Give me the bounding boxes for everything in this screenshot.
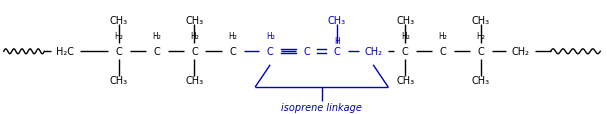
Text: H₂: H₂ bbox=[476, 32, 486, 41]
Text: H₂: H₂ bbox=[266, 32, 274, 41]
Text: H₂: H₂ bbox=[401, 32, 410, 41]
Text: isoprene linkage: isoprene linkage bbox=[281, 102, 362, 112]
Text: CH₂: CH₂ bbox=[511, 47, 529, 57]
Text: H₂: H₂ bbox=[114, 32, 123, 41]
Text: C: C bbox=[267, 47, 274, 57]
Text: H₂: H₂ bbox=[228, 32, 237, 41]
Text: C: C bbox=[439, 47, 446, 57]
Text: C: C bbox=[303, 47, 310, 57]
Text: CH₃: CH₃ bbox=[472, 16, 490, 26]
Text: CH₃: CH₃ bbox=[185, 76, 203, 86]
Text: CH₃: CH₃ bbox=[328, 16, 346, 26]
Text: C: C bbox=[333, 47, 340, 57]
Text: C: C bbox=[154, 47, 160, 57]
Text: CH₃: CH₃ bbox=[396, 76, 415, 86]
Text: C: C bbox=[478, 47, 484, 57]
Text: H: H bbox=[334, 36, 340, 45]
Text: C: C bbox=[191, 47, 198, 57]
Text: C: C bbox=[115, 47, 122, 57]
Text: CH₂: CH₂ bbox=[364, 47, 382, 57]
Text: CH₃: CH₃ bbox=[110, 76, 128, 86]
Text: C: C bbox=[402, 47, 409, 57]
Text: H₂: H₂ bbox=[438, 32, 447, 41]
Text: CH₃: CH₃ bbox=[396, 16, 415, 26]
Text: H₂C: H₂C bbox=[56, 47, 75, 57]
Text: CH₃: CH₃ bbox=[110, 16, 128, 26]
Text: CH₃: CH₃ bbox=[185, 16, 203, 26]
Text: H₂: H₂ bbox=[152, 32, 161, 41]
Text: H₂: H₂ bbox=[190, 32, 199, 41]
Text: CH₃: CH₃ bbox=[472, 76, 490, 86]
Text: C: C bbox=[229, 47, 236, 57]
